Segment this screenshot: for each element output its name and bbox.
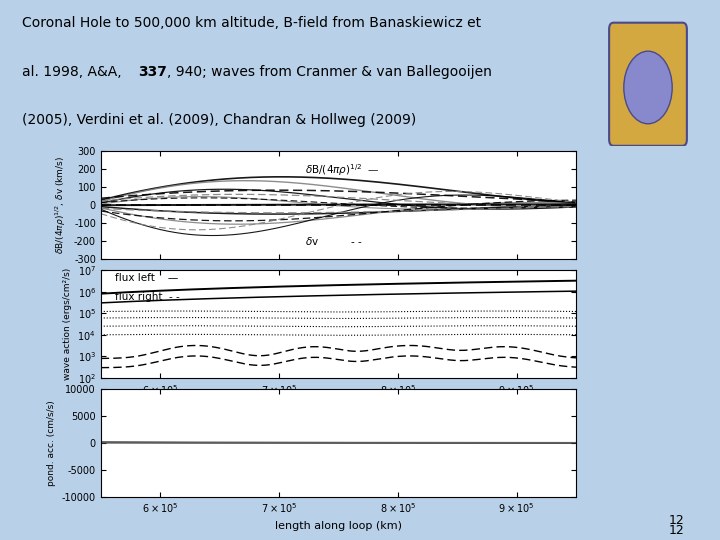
Text: (2005), Verdini et al. (2009), Chandran & Hollweg (2009): (2005), Verdini et al. (2009), Chandran … [22,113,416,127]
Text: 337: 337 [138,65,167,79]
Text: 12: 12 [668,524,684,537]
FancyBboxPatch shape [609,23,687,146]
Text: $\delta$B/(4$\pi\rho$)$^{1/2}$  —: $\delta$B/(4$\pi\rho$)$^{1/2}$ — [305,162,380,178]
Circle shape [624,51,672,124]
Y-axis label: $\delta$B/(4$\pi\rho$)$^{1/2}$, $\delta$v (km/s): $\delta$B/(4$\pi\rho$)$^{1/2}$, $\delta$… [54,156,68,254]
X-axis label: length along loop (km): length along loop (km) [275,521,402,531]
Text: flux left    —: flux left — [115,273,179,284]
Text: $\delta$v          - -: $\delta$v - - [305,235,363,247]
Y-axis label: pond. acc. (cm/s/s): pond. acc. (cm/s/s) [48,400,56,485]
Text: , 940; waves from Cranmer & van Ballegooijen: , 940; waves from Cranmer & van Ballegoo… [167,65,492,79]
Text: Coronal Hole to 500,000 km altitude, B-field from Banaskiewicz et: Coronal Hole to 500,000 km altitude, B-f… [22,16,481,30]
Text: flux right  - -: flux right - - [115,292,180,302]
Text: 12: 12 [668,514,684,526]
Y-axis label: wave action (ergs/cm²/s): wave action (ergs/cm²/s) [63,268,72,380]
Text: al. 1998, A&A,: al. 1998, A&A, [22,65,125,79]
